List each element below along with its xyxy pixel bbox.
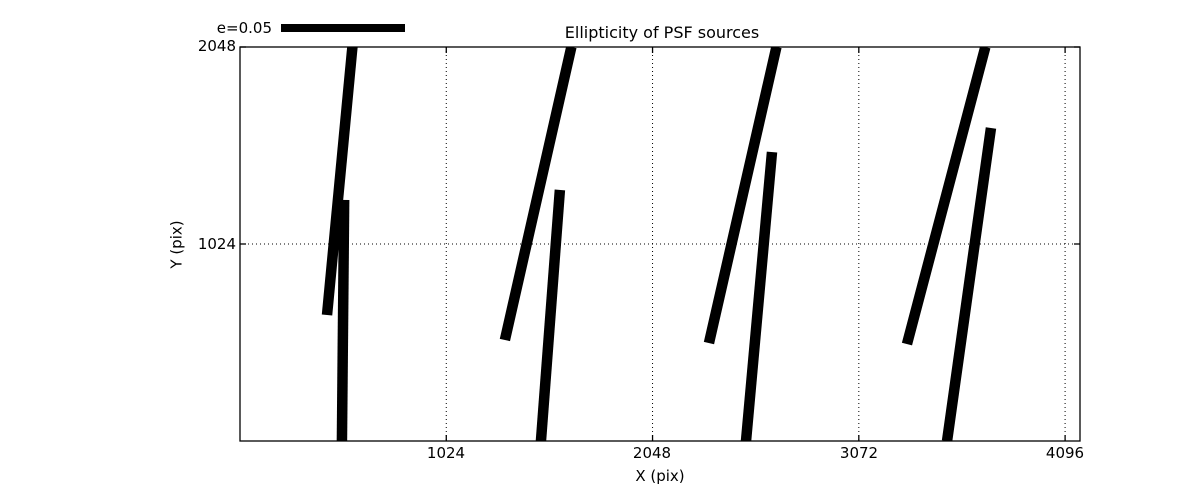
y-axis-label: Y (pix) [167,220,186,269]
whisker-segment [336,199,350,441]
whisker-segment [901,47,991,346]
whisker-segment [499,47,577,342]
x-tick-label-3072: 3072 [839,444,879,462]
x-axis-label: X (pix) [635,467,685,485]
axes-frame [239,46,1081,442]
x-tick-label-1024: 1024 [426,444,466,462]
whisker-segment [535,189,566,441]
x-tick-label-2048: 2048 [632,444,672,462]
whisker-segment [941,127,997,441]
whisker-segment [321,47,358,316]
legend-label: e=0.05 [216,19,272,37]
x-tick-label-4096: 4096 [1045,444,1085,462]
whisker-segment [740,151,778,441]
legend-swatch [281,24,405,32]
y-tick-label-2048: 2048 [197,37,236,55]
whisker-segment [703,47,782,345]
y-tick-label-1024: 1024 [197,235,236,253]
chart-title: Ellipticity of PSF sources [564,23,760,42]
